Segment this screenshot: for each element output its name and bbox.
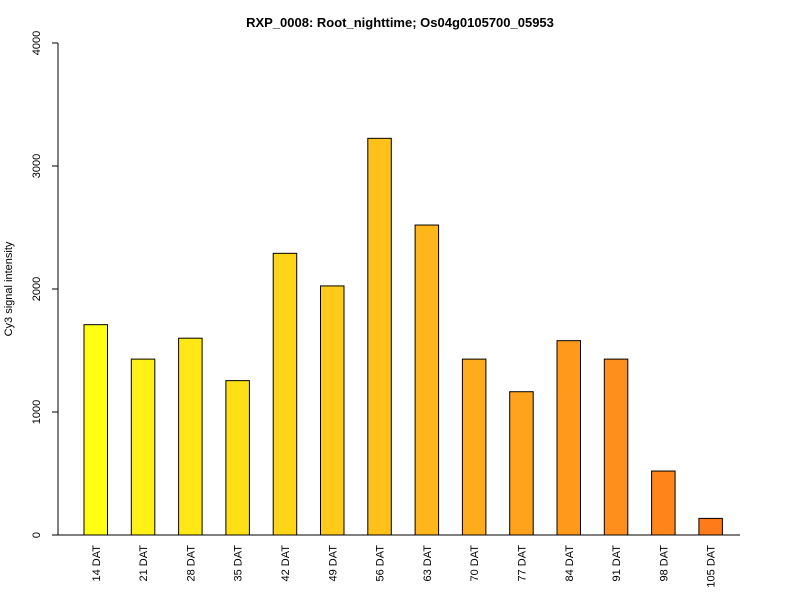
x-tick-label: 63 DAT <box>422 545 434 582</box>
chart-title: RXP_0008: Root_nighttime; Os04g0105700_0… <box>246 15 554 30</box>
bar-77-dat <box>509 391 534 536</box>
y-tick-label: 3000 <box>31 154 43 178</box>
bar-35-dat <box>225 380 250 536</box>
y-tick-label: 0 <box>31 532 43 538</box>
y-axis: 0 1000 2000 3000 4000 <box>31 31 59 538</box>
bar-70-dat <box>461 358 487 536</box>
x-tick-labels: 14 DAT 21 DAT 28 DAT 35 DAT 42 DAT 49 DAT 56 D… <box>91 545 718 588</box>
x-tick-label: 56 DAT <box>375 545 387 582</box>
bar-14-dat <box>83 324 108 536</box>
x-tick-label: 77 DAT <box>516 545 528 582</box>
y-axis-label: Cy3 signal intensity <box>3 241 15 336</box>
bar-49-dat <box>320 285 345 536</box>
x-tick-label: 21 DAT <box>138 545 150 582</box>
x-tick-label: 35 DAT <box>233 545 245 582</box>
y-tick-label: 2000 <box>31 277 43 301</box>
bar-42-dat <box>272 252 298 536</box>
x-tick-label: 91 DAT <box>611 545 623 582</box>
bar-98-dat <box>651 470 676 536</box>
bar-28-dat <box>178 337 203 536</box>
y-tick-label: 4000 <box>31 31 43 55</box>
bars-group <box>83 137 723 536</box>
x-tick-label: 70 DAT <box>469 545 481 582</box>
x-tick-label: 98 DAT <box>658 545 670 582</box>
x-tick-label: 49 DAT <box>327 545 339 582</box>
x-tick-label: 84 DAT <box>564 545 576 582</box>
bar-21-dat <box>130 358 156 536</box>
bar-63-dat <box>414 224 440 536</box>
y-tick-label: 1000 <box>31 400 43 424</box>
x-tick-label: 42 DAT <box>280 545 292 582</box>
bar-56-dat <box>367 137 392 536</box>
bar-84-dat <box>556 340 581 536</box>
x-tick-label: 14 DAT <box>91 545 103 582</box>
x-tick-label: 105 DAT <box>706 545 718 588</box>
x-tick-label: 28 DAT <box>185 545 197 582</box>
bar-105-dat <box>698 517 723 536</box>
bar-91-dat <box>603 358 629 536</box>
